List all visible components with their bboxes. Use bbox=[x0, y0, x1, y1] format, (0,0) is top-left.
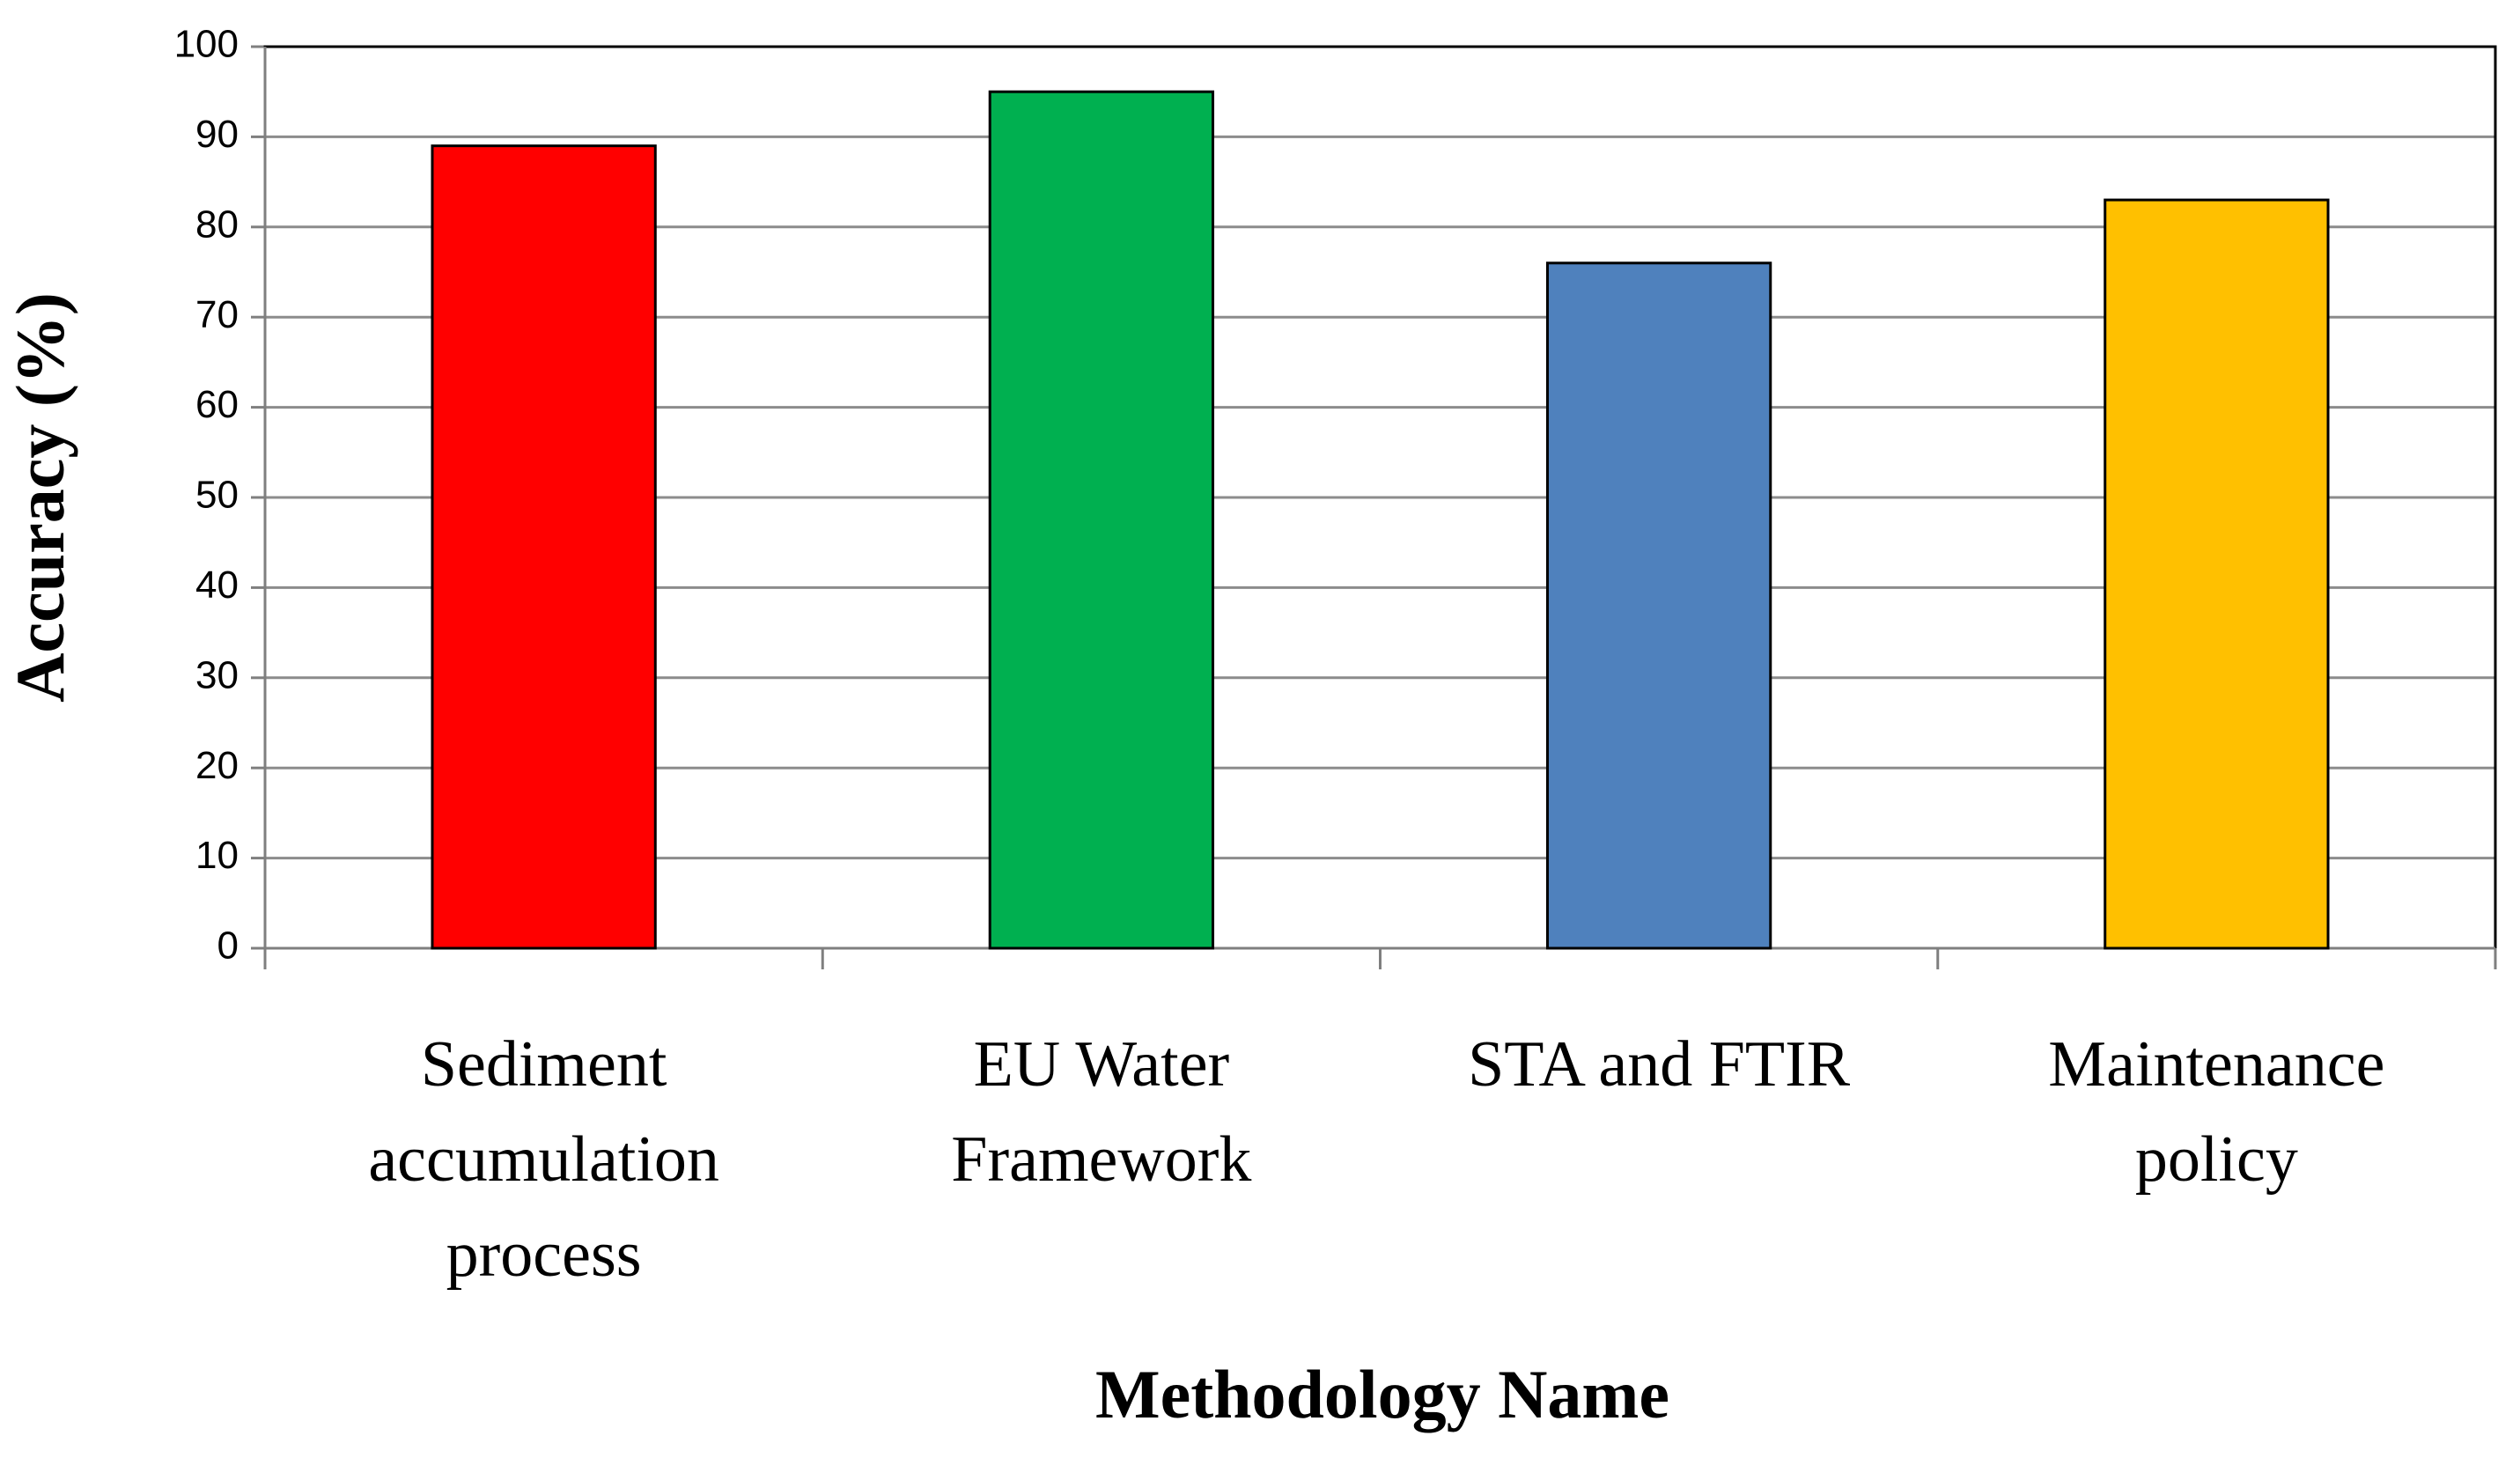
y-tick-label: 50 bbox=[195, 474, 239, 517]
y-tick-label: 90 bbox=[195, 113, 239, 156]
x-tick-label: EU Water Framework bbox=[951, 1028, 1252, 1196]
y-tick-label: 100 bbox=[174, 23, 239, 66]
bar bbox=[1545, 261, 1772, 950]
y-axis-title: Accuracy (%) bbox=[2, 292, 78, 703]
y-tick-label: 40 bbox=[195, 563, 239, 607]
bar bbox=[988, 90, 1215, 950]
x-axis-title: Methodology Name bbox=[1095, 1356, 1669, 1432]
bar bbox=[2104, 198, 2330, 950]
y-tick-label: 10 bbox=[195, 834, 239, 877]
y-tick-label: 0 bbox=[217, 924, 239, 968]
y-tick-label: 70 bbox=[195, 293, 239, 336]
x-tick-label: Maintenance policy bbox=[2048, 1028, 2385, 1196]
y-tick-label: 80 bbox=[195, 202, 239, 246]
bar bbox=[431, 144, 657, 950]
x-tick-label: STA and FTIR bbox=[1468, 1028, 1851, 1101]
y-tick-label: 30 bbox=[195, 653, 239, 696]
x-tick-label: Sediment accumulation process bbox=[368, 1028, 719, 1291]
y-tick-label: 20 bbox=[195, 744, 239, 787]
y-tick-label: 60 bbox=[195, 383, 239, 426]
